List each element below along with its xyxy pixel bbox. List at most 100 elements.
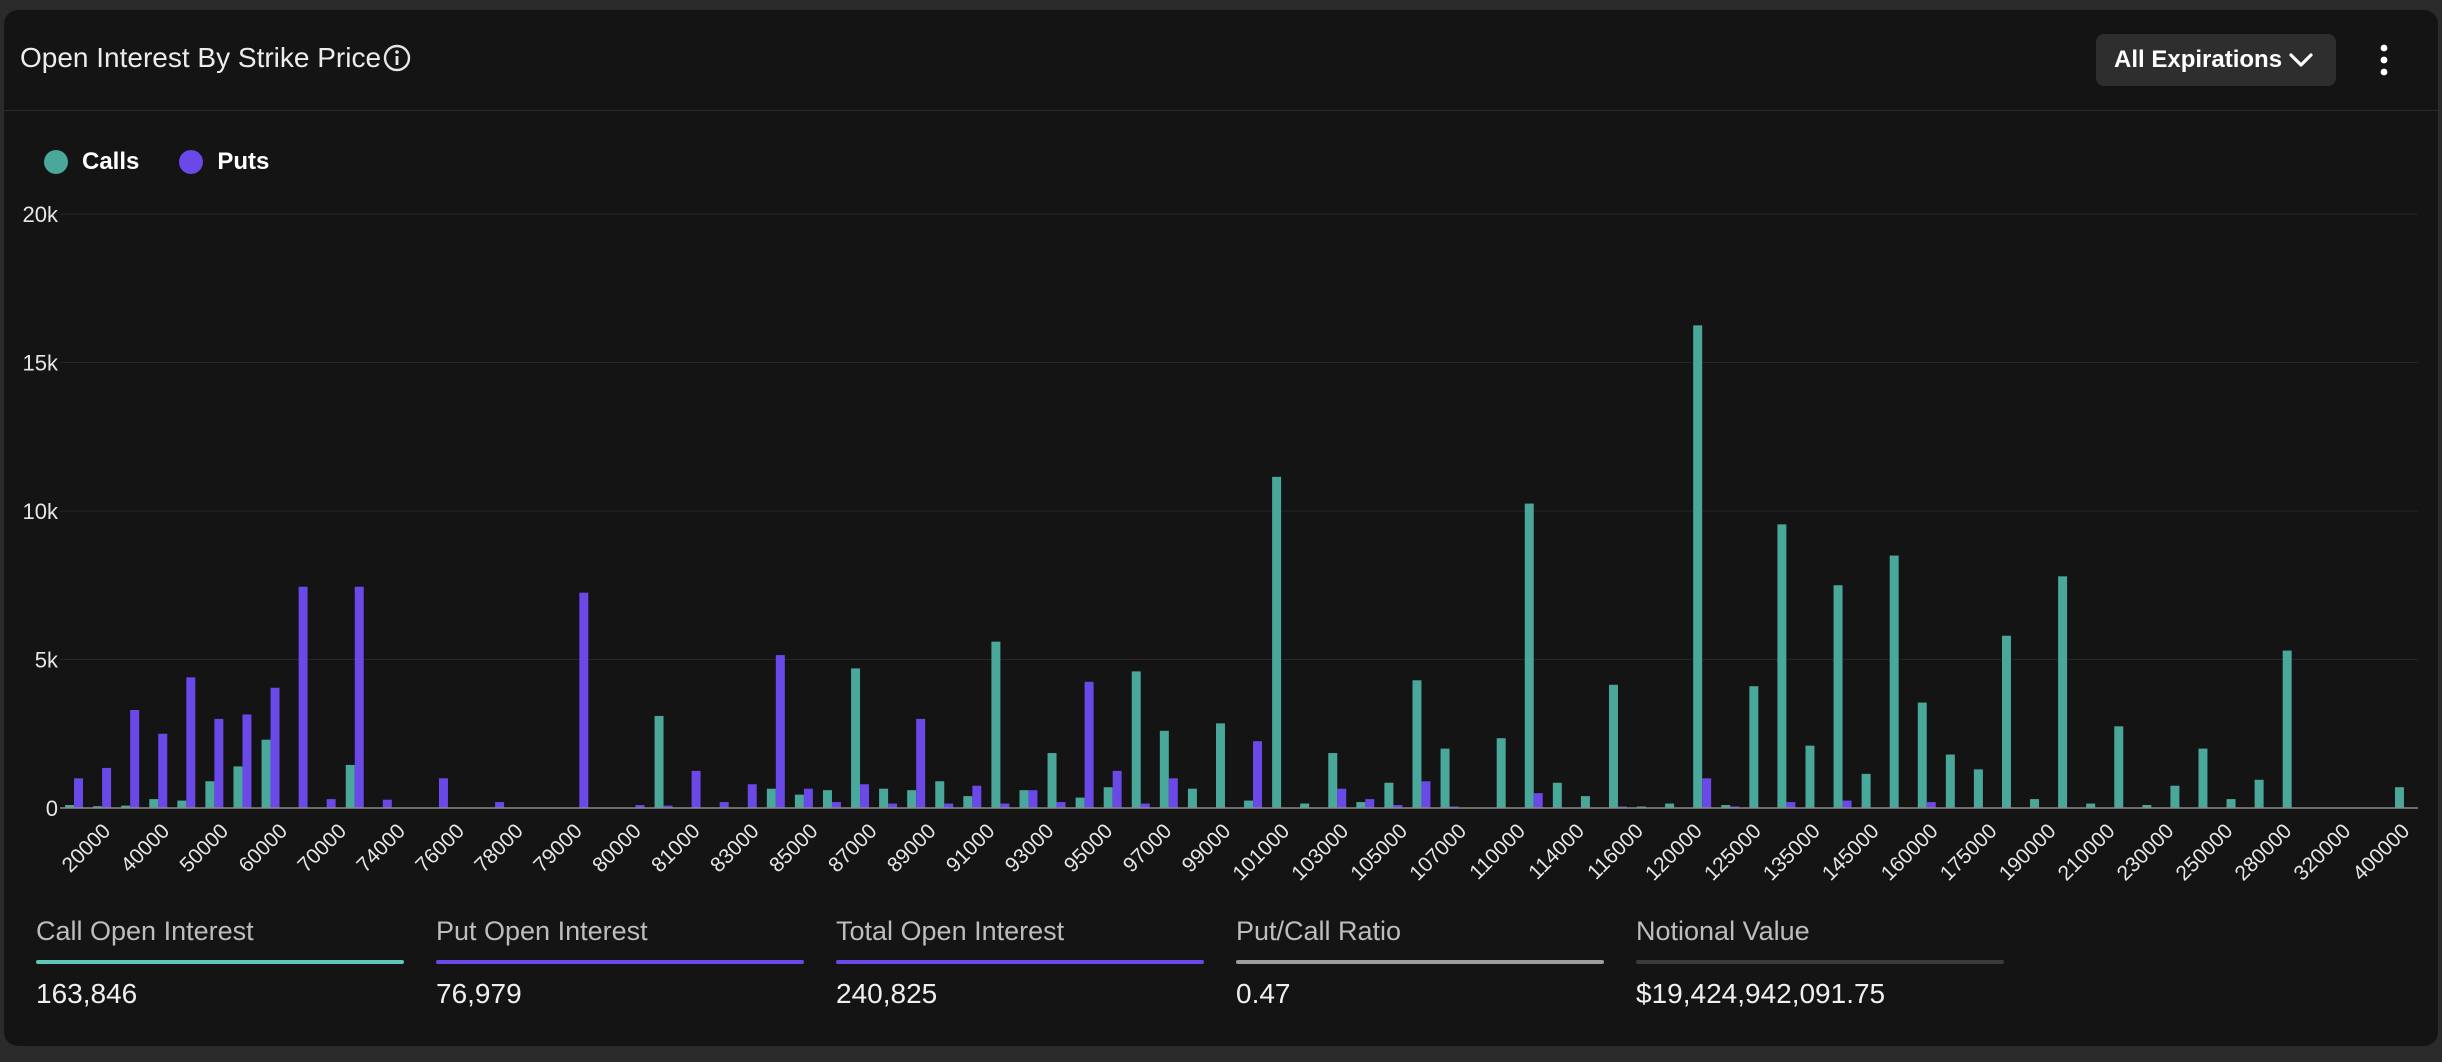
calls-bar [2142,805,2152,808]
expirations-dropdown[interactable]: All Expirations [2096,34,2336,86]
puts-bar [719,802,729,808]
x-tick-label: 105000 [1346,819,1412,885]
calls-bar [794,794,804,808]
puts-bar [495,802,505,808]
x-tick-label: 60000 [234,819,292,877]
puts-bar [775,655,785,808]
puts-bar [1702,778,1712,808]
calls-bar [1833,585,1843,808]
puts-bar [1168,778,1178,808]
puts-bar [130,709,140,808]
puts-bar [186,677,196,808]
expirations-dropdown-label: All Expirations [2114,46,2283,73]
puts-bar [102,767,112,808]
x-tick-label: 135000 [1759,819,1825,885]
x-tick-label: 114000 [1524,819,1589,884]
calls-bar [1889,555,1899,808]
puts-bar [326,799,336,808]
x-tick-label: 145000 [1818,819,1884,885]
info-icon[interactable] [382,43,412,73]
calls-bar [907,790,917,808]
calls-bar [2086,803,2096,808]
puts-bar [1365,799,1375,808]
calls-bar [149,799,159,808]
panel-header: Open Interest By Strike Price All Expira… [4,10,2438,111]
calls-bar [1215,723,1225,808]
x-tick-label: 79000 [529,819,587,877]
puts-bar [270,687,280,808]
calls-bar [177,800,187,808]
puts-bar [1337,788,1347,808]
x-tick-label: 280000 [2231,819,2297,885]
calls-bar [654,715,664,808]
calls-bar [1945,754,1955,808]
calls-bar [1272,476,1282,808]
puts-legend-dot [179,150,204,174]
puts-bar [354,586,364,808]
puts-bar [298,586,308,808]
puts-bar [1926,802,1936,808]
calls-bar [1244,800,1254,808]
calls-bar [1159,730,1169,808]
x-tick-label: 89000 [883,819,941,877]
puts-bar [1000,803,1010,808]
x-tick-label: 110000 [1465,819,1530,884]
puts-bar [803,788,813,808]
stat-label: Put Open Interest [436,916,648,946]
stat-underline [436,960,804,964]
calls-bar [1608,684,1618,808]
x-tick-label: 160000 [1877,819,1943,885]
y-tick-label: 20k [23,202,59,227]
x-tick-label: 95000 [1060,819,1118,877]
open-interest-panel: Open Interest By Strike Price All Expira… [4,10,2438,1046]
calls-bar [1300,803,1310,808]
puts-bar [158,733,168,808]
stat-call-open-interest: Call Open Interest 163,846 [36,916,404,1010]
x-tick-label: 87000 [824,819,882,877]
legend-label-puts: Puts [217,148,270,175]
stat-label: Put/Call Ratio [1236,916,1402,946]
stat-notional-value: Notional Value $19,424,942,091.75 [1636,916,2004,1010]
x-tick-label: 97000 [1119,819,1177,877]
puts-bar [944,803,954,808]
puts-bar [691,770,701,808]
calls-bar [851,668,861,808]
stat-underline [36,960,404,964]
calls-bar [1356,802,1366,808]
calls-bar [65,805,75,808]
x-tick-label: 400000 [2348,819,2414,885]
puts-bar [1786,802,1796,808]
calls-bar [1552,782,1562,808]
calls-bar [2282,650,2292,808]
stat-label: Total Open Interest [836,916,1065,946]
x-tick-label: 99000 [1178,819,1236,877]
calls-bar [1131,671,1141,808]
stat-put-open-interest: Put Open Interest 76,979 [436,916,804,1010]
calls-bar [766,788,776,808]
puts-bar [214,718,224,808]
x-tick-label: 78000 [470,819,528,877]
calls-bar [1721,805,1731,808]
puts-bar [1140,803,1150,808]
puts-bar [74,778,84,808]
calls-bar [1524,503,1534,808]
x-tick-label: 80000 [588,819,646,877]
x-tick-label: 320000 [2289,819,2355,885]
legend-item-puts[interactable]: Puts [179,148,269,176]
x-tick-label: 116000 [1583,819,1648,884]
x-tick-label: 85000 [765,819,823,877]
puts-bar [1533,793,1543,808]
stat-value: $19,424,942,091.75 [1636,978,1886,1009]
y-tick-label: 5k [35,648,59,673]
more-options-icon[interactable] [2374,40,2394,80]
puts-bar [1421,781,1431,808]
calls-bar [233,766,243,808]
legend-item-calls[interactable]: Calls [44,148,139,176]
calls-bar [1496,738,1506,808]
puts-bar [1253,741,1263,808]
calls-bar [121,805,131,808]
calls-bar [2170,785,2180,808]
calls-bar [1749,686,1759,808]
calls-bar [1777,524,1787,808]
stat-value: 76,979 [436,978,522,1009]
